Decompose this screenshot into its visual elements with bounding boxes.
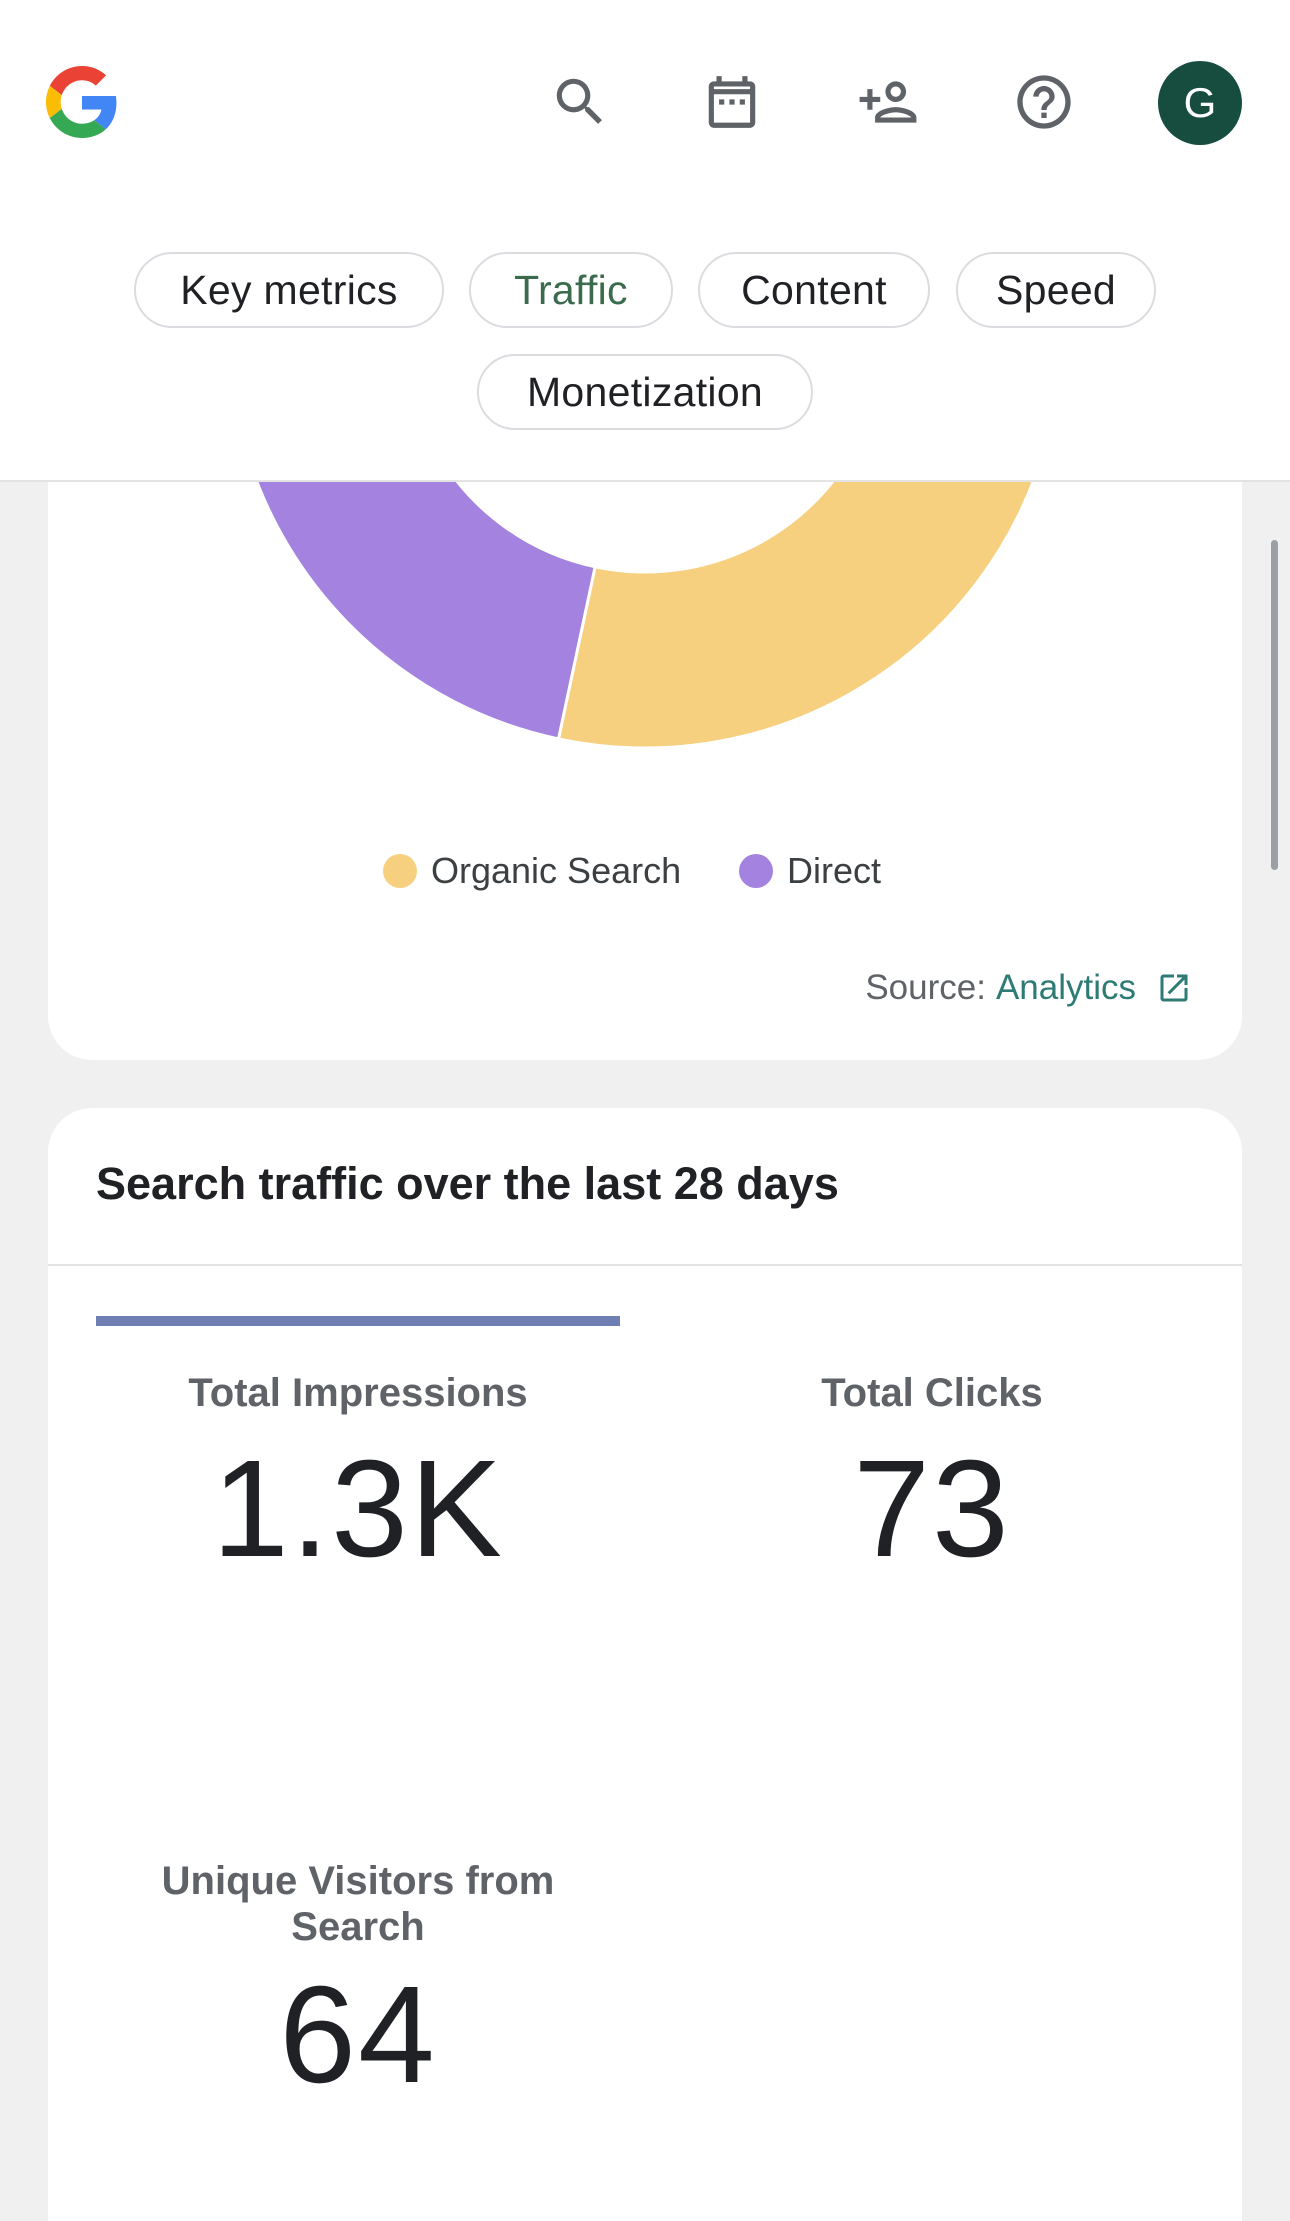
source-prefix: Source: xyxy=(865,968,986,1007)
legend-dot-direct xyxy=(739,854,773,888)
metric-value: 64 xyxy=(279,1958,437,2112)
tab-content[interactable]: Content xyxy=(698,252,930,328)
metric-label: Total Clicks xyxy=(821,1371,1043,1415)
chart-legend: Organic Search Direct xyxy=(0,850,1290,900)
person-add-icon[interactable] xyxy=(852,66,924,138)
search-traffic-title: Search traffic over the last 28 days xyxy=(96,1158,839,1209)
card-divider xyxy=(48,1264,1242,1266)
app-header: G Key metrics Traffic Content Speed Mone… xyxy=(0,0,1290,482)
tab-key-metrics[interactable]: Key metrics xyxy=(134,252,444,328)
tab-speed[interactable]: Speed xyxy=(956,252,1156,328)
legend-item-direct: Direct xyxy=(739,850,881,892)
metric-value: 73 xyxy=(853,1432,1011,1586)
metric-value: 1.3K xyxy=(212,1432,504,1586)
metric-label: Unique Visitors from Search xyxy=(161,1859,555,1949)
google-g-icon[interactable] xyxy=(46,66,118,138)
metric-unique-visitors[interactable]: Unique Visitors from Search 64 xyxy=(96,1858,620,2115)
account-avatar[interactable]: G xyxy=(1158,61,1242,145)
tab-traffic[interactable]: Traffic xyxy=(469,252,673,328)
search-traffic-card: Search traffic over the last 28 days Tot… xyxy=(48,1108,1242,2221)
legend-label-organic-search: Organic Search xyxy=(431,850,682,891)
selected-metric-indicator xyxy=(96,1316,620,1326)
help-icon[interactable] xyxy=(1008,66,1080,138)
legend-item-organic-search: Organic Search xyxy=(383,850,681,892)
scrollbar-thumb[interactable] xyxy=(1271,540,1278,870)
tab-monetization[interactable]: Monetization xyxy=(477,354,813,430)
calendar-icon[interactable] xyxy=(696,66,768,138)
search-icon[interactable] xyxy=(544,66,616,138)
open-in-new-icon[interactable] xyxy=(1156,970,1192,1006)
legend-dot-organic-search xyxy=(383,854,417,888)
metric-label: Total Impressions xyxy=(188,1371,528,1415)
metric-total-impressions[interactable]: Total Impressions 1.3K xyxy=(96,1370,620,1589)
metric-total-clicks[interactable]: Total Clicks 73 xyxy=(670,1370,1194,1589)
legend-label-direct: Direct xyxy=(787,850,882,891)
analytics-link[interactable]: Analytics xyxy=(995,968,1136,1007)
source-line: Source: Analytics xyxy=(865,968,1192,1008)
